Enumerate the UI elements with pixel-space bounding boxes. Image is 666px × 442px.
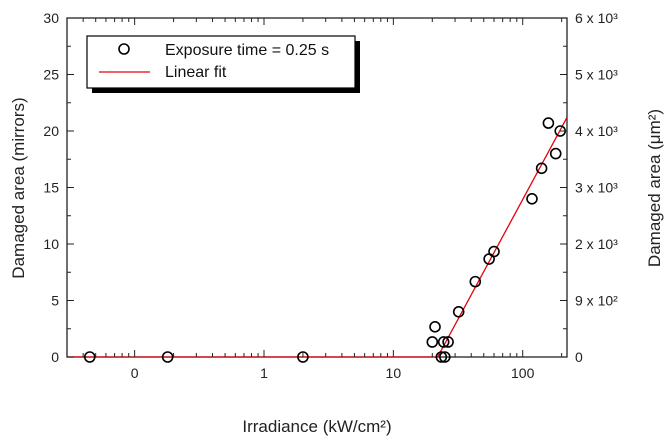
legend-label-fit: Linear fit: [165, 64, 227, 81]
data-point: [469, 275, 482, 288]
y-right-tick-label: 0: [575, 349, 583, 365]
y-tick-label: 0: [51, 349, 59, 365]
legend-label-exposure: Exposure time = 0.25 s: [165, 42, 329, 59]
y-right-tick-label: 5 x 10³: [575, 67, 618, 83]
data-point: [297, 351, 309, 363]
x-tick-label: 0: [131, 365, 139, 381]
y-right-tick-label: 2 x 10³: [575, 236, 618, 252]
data-point: [437, 336, 450, 348]
data-point: [535, 162, 548, 175]
y-tick-label: 10: [43, 236, 59, 252]
x-tick-label: 1: [260, 365, 268, 381]
y-axis-title: Damaged area (mirrors): [9, 97, 28, 278]
points-layer: [83, 117, 567, 363]
x-tick-label: 100: [511, 365, 535, 381]
data-point: [83, 351, 96, 363]
fit-layer: [67, 117, 568, 358]
y-tick-label: 30: [43, 10, 59, 26]
y-tick-label: 15: [43, 180, 59, 196]
y-right-tick-label: 6 x 10³: [575, 10, 618, 26]
y-right-tick-label: 3 x 10³: [575, 180, 618, 196]
legend-marker-icon: [118, 43, 130, 55]
y-axis-ticks: 0 5 10 15 20 25 30: [43, 10, 74, 365]
data-point: [488, 245, 500, 258]
data-point: [442, 336, 454, 348]
linear-fit-line: [67, 117, 568, 358]
data-point: [526, 193, 538, 205]
data-point: [426, 336, 439, 348]
data-point: [161, 351, 174, 363]
y-right-axis-ticks: 0 9 x 10² 2 x 10³ 3 x 10³ 4 x 10³ 5 x 10³ 6 x …: [560, 10, 618, 365]
legend: Exposure time = 0.25 s Linear fit: [86, 35, 360, 93]
x-tick-label: 10: [386, 365, 402, 381]
data-point: [439, 351, 451, 363]
data-point: [429, 321, 441, 333]
y-right-tick-label: 9 x 10²: [575, 293, 618, 309]
y-tick-label: 25: [43, 67, 59, 83]
y-tick-label: 20: [43, 123, 59, 139]
data-point: [549, 147, 562, 160]
y-tick-label: 5: [51, 293, 59, 309]
y-right-tick-label: 4 x 10³: [575, 123, 618, 139]
data-point: [435, 351, 448, 363]
x-axis-ticks: 0 1 10 100: [66, 18, 563, 381]
x-axis-title: Irradiance (kW/cm²): [242, 417, 391, 436]
data-point: [452, 305, 465, 318]
legend-box: [86, 35, 356, 89]
y-right-axis-title: Damaged area (μm²): [645, 109, 664, 267]
data-point: [542, 117, 555, 129]
